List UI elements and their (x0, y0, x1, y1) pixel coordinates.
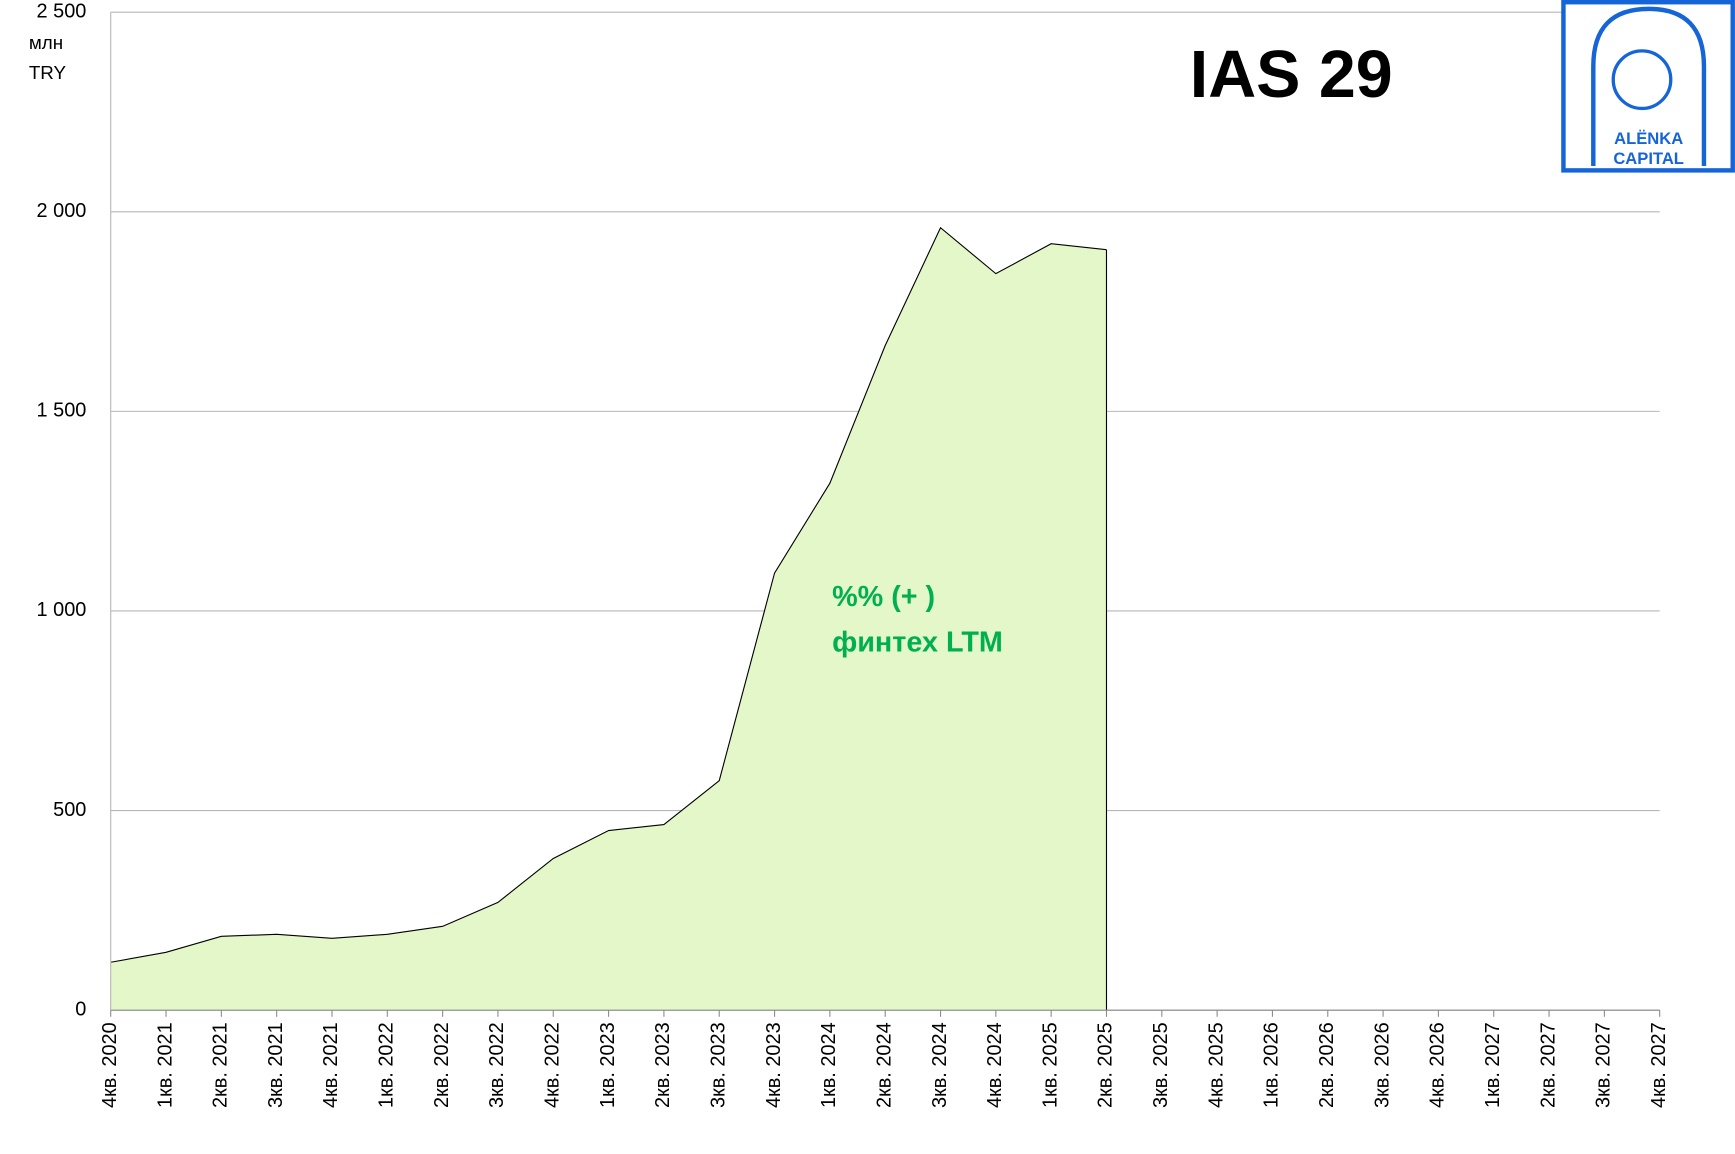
y-unit: млн (29, 32, 63, 53)
x-tick-label: 2кв. 2025 (1095, 1022, 1117, 1108)
x-tick-label: 2кв. 2027 (1537, 1022, 1559, 1108)
x-tick-label: 4кв. 2020 (99, 1022, 121, 1108)
x-tick-label: 2кв. 2026 (1316, 1022, 1338, 1108)
x-tick-label: 2кв. 2023 (652, 1022, 674, 1108)
x-tick-label: 1кв. 2027 (1482, 1022, 1504, 1108)
annotation: %% (+ ) (832, 581, 935, 613)
x-tick-label: 3кв. 2023 (708, 1022, 730, 1108)
x-tick-label: 4кв. 2027 (1648, 1022, 1670, 1108)
x-tick-label: 4кв. 2022 (542, 1022, 564, 1108)
logo-figure (1591, 6, 1707, 166)
logo: ALËNKA CAPITAL (1561, 0, 1735, 173)
annotation: финтех LTM (832, 627, 1003, 659)
x-tick-label: 4кв. 2024 (984, 1022, 1006, 1108)
x-tick-label: 3кв. 2027 (1593, 1022, 1615, 1108)
area-line (110, 226, 1107, 963)
y-unit: TRY (29, 62, 67, 83)
chart-title: IAS 29 (1190, 38, 1393, 112)
x-tick-label: 1кв. 2024 (818, 1022, 840, 1108)
x-tick-label: 4кв. 2021 (320, 1022, 342, 1108)
y-tick-label: 0 (75, 998, 86, 1020)
x-tick-label: 4кв. 2025 (1205, 1022, 1227, 1108)
x-tick-label: 1кв. 2023 (597, 1022, 619, 1108)
x-tick-label: 2кв. 2021 (210, 1022, 232, 1108)
x-tick-label: 1кв. 2025 (1039, 1022, 1061, 1108)
y-tick-label: 1 000 (37, 599, 87, 621)
x-tick-label: 2кв. 2022 (431, 1022, 453, 1108)
x-tick-label: 3кв. 2024 (929, 1022, 951, 1108)
x-tick-label: 3кв. 2025 (1150, 1022, 1172, 1108)
x-tick-label: 4кв. 2023 (763, 1022, 785, 1108)
x-tick-label: 4кв. 2026 (1427, 1022, 1449, 1108)
x-tick-label: 3кв. 2021 (265, 1022, 287, 1108)
logo-text: CAPITAL (1613, 149, 1684, 168)
x-tick-label: 1кв. 2021 (154, 1022, 176, 1108)
x-tick-label: 1кв. 2026 (1261, 1022, 1283, 1108)
x-tick-label: 3кв. 2026 (1371, 1022, 1393, 1108)
logo-face (1611, 49, 1673, 111)
y-tick-label: 500 (53, 799, 86, 821)
y-tick-label: 2 000 (37, 200, 87, 222)
x-tick-label: 3кв. 2022 (486, 1022, 508, 1108)
y-tick-label: 2 500 (37, 0, 87, 22)
y-tick-label: 1 500 (37, 400, 87, 422)
x-tick-label: 2кв. 2024 (873, 1022, 895, 1108)
area (110, 227, 1107, 1011)
x-tick-label: 1кв. 2022 (376, 1022, 398, 1108)
logo-text: ALËNKA (1614, 129, 1683, 148)
